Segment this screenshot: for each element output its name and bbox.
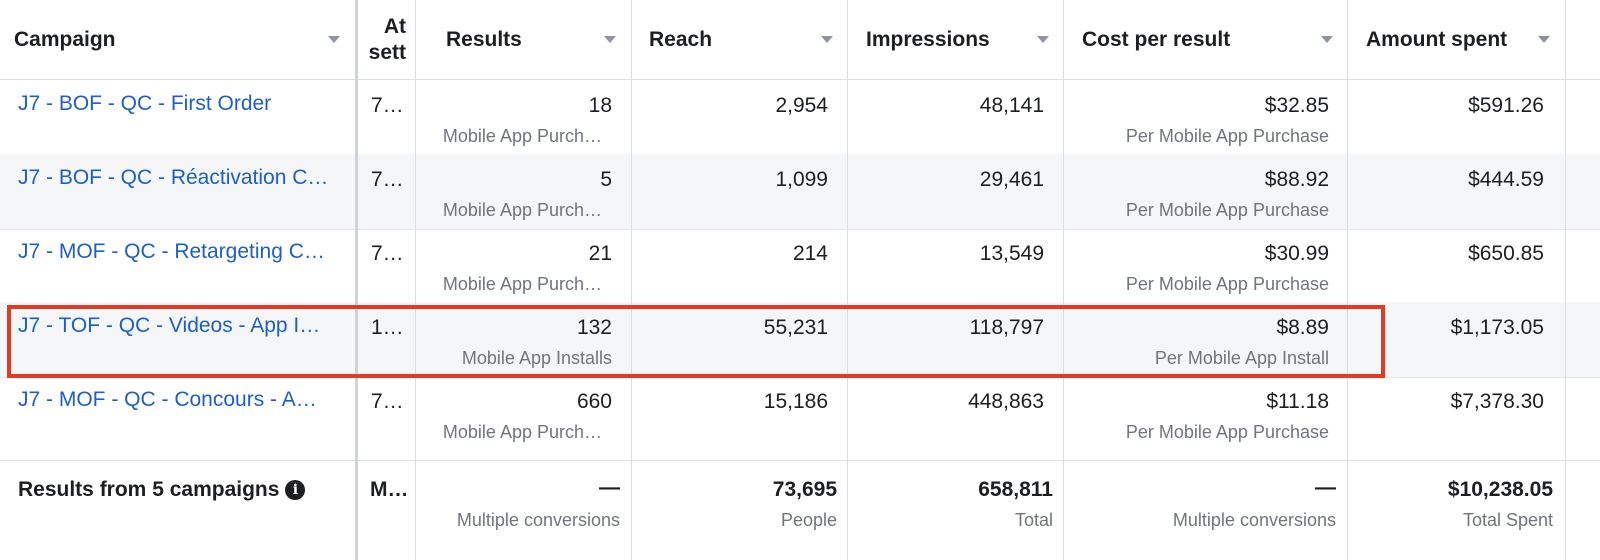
results-type: Mobile App Purch…: [442, 200, 602, 220]
results-value[interactable]: 5: [600, 168, 612, 192]
table-row[interactable]: J7 - TOF - QC - Videos - App I… 1… 132 M…: [0, 302, 1600, 378]
column-header-amount-spent-label: Amount spent: [1366, 28, 1508, 51]
reach-value: 55,231: [763, 316, 828, 339]
totals-row: Results from 5 campaigns i M… — Multiple …: [0, 460, 1600, 560]
sort-caret-icon[interactable]: [1538, 36, 1550, 43]
cost-per-result-value: $11.18: [1266, 390, 1329, 413]
table-row[interactable]: J7 - BOF - QC - Réactivation C… 7… 5 Mob…: [0, 154, 1600, 230]
sort-caret-icon[interactable]: [1321, 36, 1333, 43]
results-type: Mobile App Purch…: [442, 126, 602, 146]
impressions-value: 29,461: [979, 168, 1044, 191]
results-type: Mobile App Purch…: [442, 422, 602, 442]
amount-spent-value: $650.85: [1468, 242, 1544, 265]
totals-attribution: M…: [370, 478, 406, 501]
reach-value: 214: [792, 242, 828, 265]
cost-per-result-type: Per Mobile App Purchase: [1125, 200, 1329, 220]
column-header-reach[interactable]: Reach: [649, 0, 809, 80]
row-highlight-box: [7, 305, 1385, 378]
column-divider[interactable]: [1347, 0, 1348, 560]
amount-spent-value: $1,173.05: [1450, 316, 1544, 339]
cost-per-result-type: Per Mobile App Purchase: [1125, 126, 1329, 146]
table-header: Campaign At sett Results Reach Impressio…: [0, 0, 1600, 80]
cost-per-result-value: $32.85: [1264, 94, 1329, 117]
column-divider[interactable]: [1565, 0, 1566, 560]
campaign-name-link[interactable]: J7 - TOF - QC - Videos - App I…: [18, 314, 321, 337]
sort-caret-icon[interactable]: [821, 36, 833, 43]
table-row[interactable]: J7 - MOF - QC - Retargeting C… 7… 21 Mob…: [0, 228, 1600, 304]
totals-impressions: 658,811: [978, 478, 1053, 501]
results-value[interactable]: 21: [588, 242, 612, 266]
results-value[interactable]: 660: [576, 390, 612, 414]
cost-per-result-type: Per Mobile App Purchase: [1125, 422, 1329, 442]
totals-amount-sub: Total Spent: [1462, 510, 1553, 530]
table-row[interactable]: J7 - BOF - QC - First Order 7… 18 Mobile…: [0, 80, 1600, 156]
sort-caret-icon[interactable]: [604, 36, 616, 43]
totals-results-sub: Multiple conversions: [456, 510, 620, 530]
campaign-name-link[interactable]: J7 - MOF - QC - Retargeting C…: [18, 240, 325, 263]
column-header-cost-per-result-label: Cost per result: [1082, 28, 1231, 51]
sort-caret-icon[interactable]: [328, 36, 340, 43]
impressions-value: 48,141: [979, 94, 1044, 117]
totals-reach-sub: People: [780, 510, 837, 530]
attribution-setting: 7…: [371, 390, 401, 413]
campaign-name-link[interactable]: J7 - BOF - QC - Réactivation C…: [18, 166, 329, 189]
results-value[interactable]: 18: [588, 94, 612, 118]
results-value[interactable]: 132: [576, 316, 612, 340]
column-divider-frozen[interactable]: [355, 0, 358, 560]
column-header-campaign[interactable]: Campaign: [14, 0, 334, 80]
column-divider[interactable]: [631, 0, 632, 560]
impressions-value: 118,797: [969, 316, 1044, 339]
totals-cost-sub: Multiple conversions: [1172, 510, 1336, 530]
reach-value: 1,099: [775, 168, 828, 191]
cost-per-result-value: $8.89: [1276, 316, 1329, 339]
cost-per-result-type: Per Mobile App Purchase: [1125, 274, 1329, 294]
attribution-setting: 7…: [371, 168, 401, 191]
cost-per-result-value: $30.99: [1264, 242, 1329, 265]
column-divider[interactable]: [1063, 0, 1064, 560]
column-divider[interactable]: [415, 0, 416, 560]
table-row[interactable]: J7 - MOF - QC - Concours - A… 7… 660 Mob…: [0, 376, 1600, 460]
cost-per-result-value: $88.92: [1264, 168, 1329, 191]
reach-value: 15,186: [763, 390, 828, 413]
attribution-setting: 1…: [371, 316, 401, 339]
column-header-impressions[interactable]: Impressions: [866, 0, 1036, 80]
attribution-setting: 7…: [371, 94, 401, 117]
results-type: Mobile App Purch…: [442, 274, 602, 294]
totals-amount-spent: $10,238.05: [1447, 478, 1553, 501]
column-header-amount-spent[interactable]: Amount spent: [1366, 0, 1536, 80]
column-header-campaign-label: Campaign: [14, 28, 116, 51]
amount-spent-value: $7,378.30: [1450, 390, 1544, 413]
column-header-impressions-label: Impressions: [866, 28, 990, 51]
column-header-reach-label: Reach: [649, 28, 713, 51]
cost-per-result-type: Per Mobile App Install: [1154, 348, 1329, 368]
column-header-attribution[interactable]: At sett: [366, 14, 406, 66]
column-header-attribution-line2: sett: [368, 41, 406, 64]
results-type: Mobile App Installs: [461, 348, 612, 368]
amount-spent-value: $444.59: [1468, 168, 1544, 191]
impressions-value: 13,549: [979, 242, 1044, 265]
info-icon[interactable]: i: [285, 480, 306, 500]
attribution-setting: 7…: [371, 242, 401, 265]
campaign-name-link[interactable]: J7 - BOF - QC - First Order: [18, 92, 272, 115]
totals-reach: 73,695: [772, 478, 837, 501]
totals-label: Results from 5 campaigns: [18, 478, 280, 501]
column-divider[interactable]: [847, 0, 848, 560]
sort-caret-icon[interactable]: [1037, 36, 1049, 43]
totals-results: —: [599, 476, 620, 499]
campaign-name-link[interactable]: J7 - MOF - QC - Concours - A…: [18, 388, 317, 411]
reach-value: 2,954: [775, 94, 828, 117]
column-header-results[interactable]: Results: [446, 0, 606, 80]
totals-impressions-sub: Total: [1014, 510, 1053, 530]
column-header-cost-per-result[interactable]: Cost per result: [1082, 0, 1312, 80]
totals-label-wrap: Results from 5 campaigns i: [18, 478, 348, 502]
impressions-value: 448,863: [968, 390, 1044, 413]
column-header-results-label: Results: [446, 28, 522, 51]
amount-spent-value: $591.26: [1468, 94, 1544, 117]
totals-cost-per-result: —: [1315, 476, 1336, 499]
column-header-attribution-line1: At: [383, 15, 406, 38]
